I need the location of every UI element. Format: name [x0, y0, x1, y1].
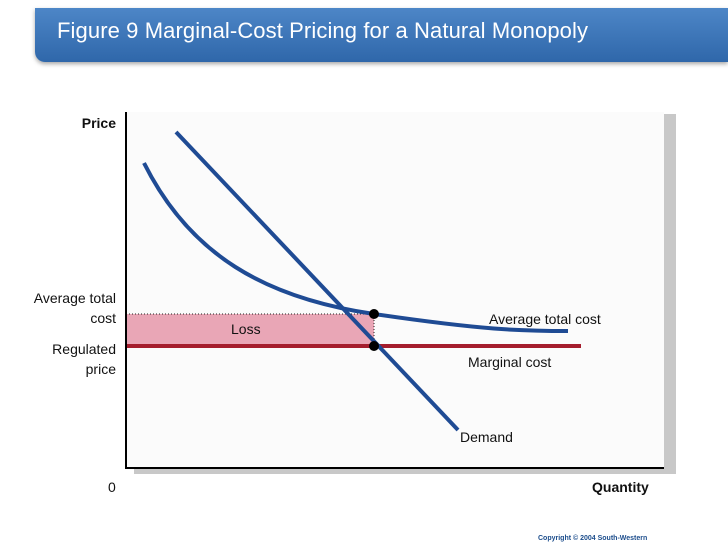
x-axis-label: Quantity [592, 479, 649, 495]
y-axis-label: Price [81, 115, 116, 131]
regulated-price-label-line2: price [85, 361, 116, 377]
loss-area [126, 314, 374, 346]
atc-tick-label-line2: cost [90, 310, 116, 326]
figure-title: Figure 9 Marginal-Cost Pricing for a Nat… [57, 18, 589, 43]
regulated-price-label-line1: Regulated [52, 341, 116, 357]
average-total-cost-curve [142, 162, 569, 333]
demand-curve [174, 130, 460, 432]
marginal-cost-label: Marginal cost [468, 354, 552, 370]
loss-label: Loss [231, 321, 261, 337]
demand-label: Demand [460, 429, 513, 445]
title-bar [35, 8, 728, 62]
mc-demand-point [369, 341, 379, 351]
average-total-cost-label: Average total cost [489, 311, 601, 327]
atc-point [369, 309, 379, 319]
origin-label: 0 [108, 479, 116, 495]
atc-tick-label-line1: Average total [33, 290, 116, 306]
copyright-notice: Copyright © 2004 South-Western [538, 535, 648, 542]
